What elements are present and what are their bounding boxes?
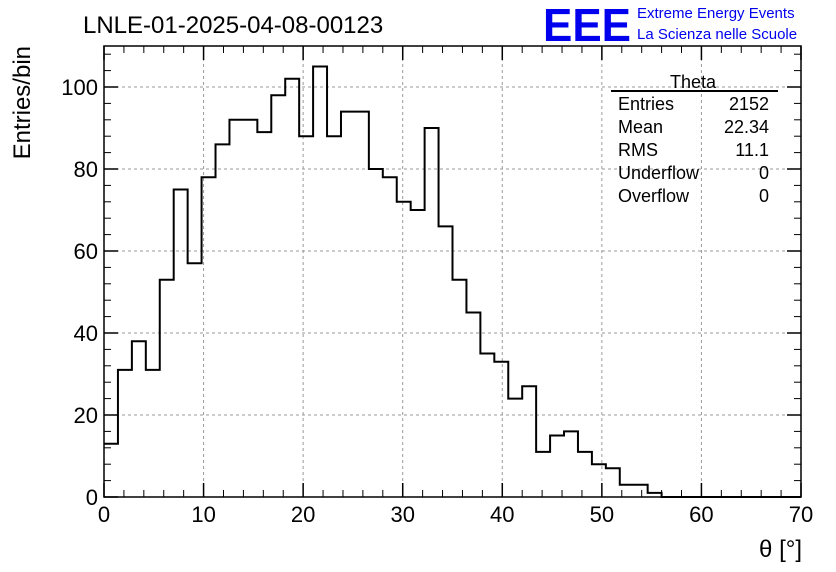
x-tick-label: 60 (689, 502, 713, 527)
plot-frame (103, 45, 802, 498)
chart-title: LNLE-01-2025-04-08-00123 (83, 12, 383, 39)
stats-value-mean: 22.34 (724, 117, 769, 137)
y-axis-title: Entries/bin (9, 46, 36, 159)
eee-logo: EEE Extreme Energy Events La Scienza nel… (543, 0, 797, 51)
stats-value-rms: 11.1 (735, 140, 769, 160)
x-axis-title: θ [°] (759, 536, 802, 563)
x-tick-label: 20 (291, 502, 315, 527)
stats-box: Theta Entries 2152 Mean 22.34 RMS 11.1 U… (611, 72, 778, 206)
logo-line2: La Scienza nelle Scuole (637, 26, 797, 43)
x-tick-label: 40 (490, 502, 514, 527)
x-tick-label: 70 (789, 502, 813, 527)
stats-label-underflow: Underflow (618, 163, 700, 183)
y-tick-label: 60 (74, 239, 98, 264)
stats-value-underflow: 0 (759, 163, 769, 183)
x-tick-label: 0 (98, 502, 110, 527)
stats-title: Theta (670, 72, 717, 92)
y-tick-label: 20 (74, 403, 98, 428)
histogram-series (104, 65, 801, 498)
y-tick-label: 0 (86, 485, 98, 510)
x-tick-label: 10 (191, 502, 215, 527)
x-tick-label: 30 (390, 502, 414, 527)
stats-value-overflow: 0 (759, 186, 769, 206)
stats-label-entries: Entries (618, 94, 674, 114)
stats-value-entries: 2152 (729, 94, 769, 114)
logo-line1: Extreme Energy Events (637, 5, 795, 22)
x-tick-label: 50 (590, 502, 614, 527)
stats-label-mean: Mean (618, 117, 663, 137)
axis-ticks: 0 10 20 30 40 50 60 70 0 20 40 60 80 100 (61, 46, 813, 527)
y-tick-label: 100 (61, 75, 98, 100)
logo-mark: EEE (543, 0, 631, 51)
stats-label-rms: RMS (618, 140, 658, 160)
stats-label-overflow: Overflow (618, 186, 690, 206)
y-tick-label: 40 (74, 321, 98, 346)
y-tick-label: 80 (74, 157, 98, 182)
